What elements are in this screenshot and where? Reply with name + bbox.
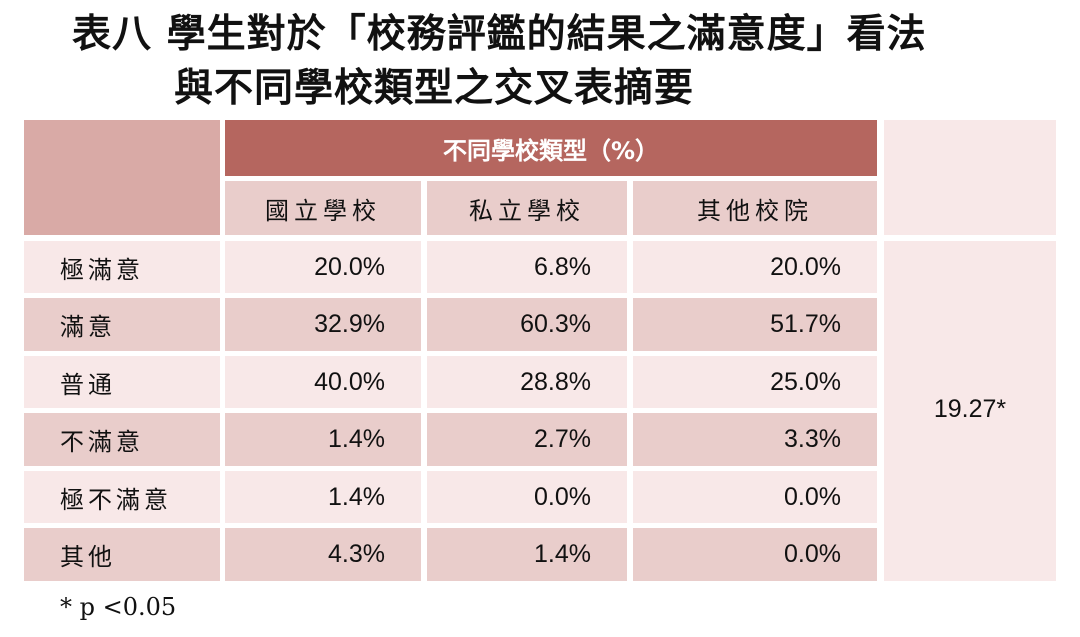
table-cell: 28.8% <box>427 356 627 408</box>
table-cell: 1.4% <box>427 528 627 581</box>
table-cell: 4.3% <box>225 528 421 581</box>
statistic-header-cell <box>884 120 1056 235</box>
table-cell: 25.0% <box>633 356 877 408</box>
table-cell: 40.0% <box>225 356 421 408</box>
table-cell: 2.7% <box>427 413 627 466</box>
table-cell: 20.0% <box>633 241 877 293</box>
table-cell: 1.4% <box>225 471 421 523</box>
chi-square-statistic: 19.27* <box>884 241 1056 581</box>
table-cell: 3.3% <box>633 413 877 466</box>
table-cell: 32.9% <box>225 298 421 351</box>
title-line-1: 表八 學生對於「校務評鑑的結果之滿意度」看法 <box>72 12 927 57</box>
table-title: 表八 學生對於「校務評鑑的結果之滿意度」看法 與不同學校類型之交叉表摘要 <box>72 8 927 116</box>
table-cell: 60.3% <box>427 298 627 351</box>
table-cell: 1.4% <box>225 413 421 466</box>
column-header-national: 國立學校 <box>225 181 421 235</box>
row-label: 不滿意 <box>24 413 220 466</box>
row-label: 極滿意 <box>24 241 220 293</box>
row-label: 滿意 <box>24 298 220 351</box>
group-header: 不同學校類型（%） <box>225 120 877 176</box>
table-cell: 0.0% <box>633 471 877 523</box>
row-label: 其他 <box>24 528 220 581</box>
footnote: * p <0.05 <box>60 593 177 621</box>
row-label: 極不滿意 <box>24 471 220 523</box>
table-cell: 51.7% <box>633 298 877 351</box>
column-header-other: 其他校院 <box>633 181 877 235</box>
row-label: 普通 <box>24 356 220 408</box>
column-header-private: 私立學校 <box>427 181 627 235</box>
table-cell: 0.0% <box>633 528 877 581</box>
title-line-2: 與不同學校類型之交叉表摘要 <box>174 66 695 111</box>
table-cell: 20.0% <box>225 241 421 293</box>
table-corner-cell <box>24 120 220 235</box>
table-cell: 6.8% <box>427 241 627 293</box>
table-cell: 0.0% <box>427 471 627 523</box>
